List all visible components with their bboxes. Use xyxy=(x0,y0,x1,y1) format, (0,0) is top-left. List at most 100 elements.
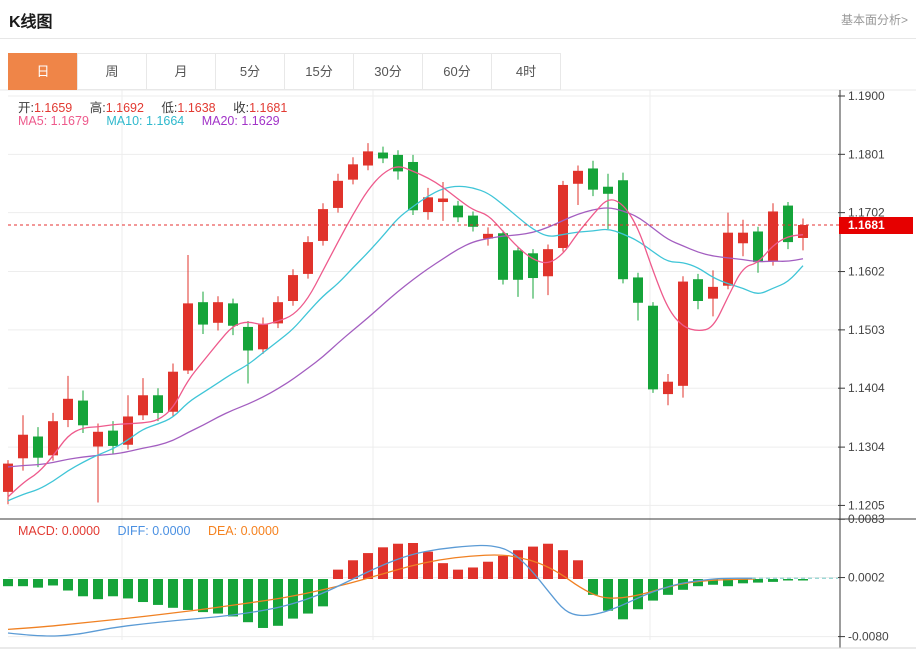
macd-bar-positive xyxy=(483,561,493,579)
macd-bar-negative xyxy=(753,579,763,583)
candle-up xyxy=(273,302,283,324)
macd-bar-positive xyxy=(423,551,433,579)
current-price-badge: 1.1681 xyxy=(839,217,913,234)
macd-bar-negative xyxy=(708,579,718,585)
candle-down xyxy=(108,430,118,446)
macd-bar-positive xyxy=(393,543,403,579)
tab-m60[interactable]: 60分 xyxy=(422,53,492,90)
candle-up xyxy=(348,164,358,180)
macd-bar-negative xyxy=(48,579,58,586)
diff-value: 0.0000 xyxy=(152,524,191,538)
ma10-value: 1.1664 xyxy=(146,114,185,128)
macd-label: MACD: xyxy=(18,524,59,538)
candle-up xyxy=(138,395,148,416)
ma-readout: MA5: 1.1679 MA10: 1.1664 MA20: 1.1629 xyxy=(18,114,294,128)
macd-bar-positive xyxy=(498,555,508,579)
candle-down xyxy=(243,326,253,351)
candle-up xyxy=(183,303,193,371)
macd-bar-positive xyxy=(378,547,388,579)
macd-bar-negative xyxy=(693,579,703,587)
macd-value: 0.0000 xyxy=(61,524,100,538)
candle-down xyxy=(468,215,478,227)
macd-readout: MACD: 0.0000 DIFF: 0.0000 DEA: 0.0000 xyxy=(18,524,293,538)
y-axis-label: 1.1900 xyxy=(848,89,885,103)
macd-bar-negative xyxy=(138,579,148,603)
macd-bar-negative xyxy=(243,579,253,623)
macd-bar-negative xyxy=(288,579,298,619)
header-divider xyxy=(0,38,916,39)
macd-bar-negative xyxy=(258,579,268,628)
macd-bar-positive xyxy=(348,560,358,579)
ma20-label: MA20: xyxy=(201,114,238,128)
candle-up xyxy=(798,225,808,238)
candle-up xyxy=(48,421,58,456)
candle-down xyxy=(618,180,628,280)
candle-up xyxy=(663,381,673,395)
candle-up xyxy=(483,233,493,239)
candle-up xyxy=(63,398,73,421)
fundamental-analysis-link[interactable]: 基本面分析> xyxy=(840,13,908,27)
candle-down xyxy=(753,231,763,263)
candle-down xyxy=(603,186,613,194)
ma10-label: MA10: xyxy=(106,114,143,128)
macd-bar-negative xyxy=(588,579,598,595)
candle-up xyxy=(423,197,433,213)
macd-bar-negative xyxy=(78,579,88,597)
macd-bar-negative xyxy=(153,579,163,605)
candle-down xyxy=(78,400,88,426)
tab-day[interactable]: 日 xyxy=(8,53,78,90)
high-value: 1.1692 xyxy=(105,101,144,115)
macd-bar-negative xyxy=(723,579,733,587)
tab-m5[interactable]: 5分 xyxy=(215,53,285,90)
close-label: 收: xyxy=(233,101,250,115)
macd-bar-negative xyxy=(213,579,223,614)
tab-month[interactable]: 月 xyxy=(146,53,216,90)
macd-bar-negative xyxy=(738,579,748,584)
y-axis-label: 1.1801 xyxy=(848,147,885,161)
macd-bar-positive xyxy=(408,543,418,579)
macd-bar-positive xyxy=(558,550,568,579)
macd-bar-positive xyxy=(513,550,523,579)
candle-down xyxy=(228,303,238,326)
ma20-value: 1.1629 xyxy=(241,114,280,128)
y-axis-label: 0.0002 xyxy=(848,571,885,585)
candle-down xyxy=(783,205,793,243)
candle-down xyxy=(378,152,388,159)
diff-label: DIFF: xyxy=(117,524,149,538)
candle-down xyxy=(498,233,508,280)
macd-bar-negative xyxy=(768,579,778,582)
macd-bar-negative xyxy=(798,579,808,581)
candle-down xyxy=(33,436,43,458)
macd-bar-negative xyxy=(603,579,613,611)
candle-down xyxy=(198,302,208,325)
tab-h4[interactable]: 4时 xyxy=(491,53,561,90)
macd-bar-positive xyxy=(573,560,583,579)
macd-bar-negative xyxy=(33,579,43,588)
macd-bar-negative xyxy=(648,579,658,601)
ma5-value: 1.1679 xyxy=(50,114,89,128)
tab-m15[interactable]: 15分 xyxy=(284,53,354,90)
high-label: 高: xyxy=(89,101,106,115)
macd-bar-negative xyxy=(303,579,313,614)
open-value: 1.1659 xyxy=(33,101,73,115)
page-title: K线图 xyxy=(9,14,53,31)
y-axis-label: 1.1304 xyxy=(848,440,885,454)
macd-bar-negative xyxy=(168,579,178,608)
dea-label: DEA: xyxy=(207,524,238,538)
low-label: 低: xyxy=(161,101,178,115)
candle-up xyxy=(303,242,313,274)
close-value: 1.1681 xyxy=(249,101,288,115)
macd-bar-negative xyxy=(123,579,133,599)
macd-bar-negative xyxy=(63,579,73,591)
y-axis-label: 1.1602 xyxy=(848,265,885,279)
candle-up xyxy=(3,463,13,492)
tab-m30[interactable]: 30分 xyxy=(353,53,423,90)
y-axis-label: 1.1404 xyxy=(848,381,885,395)
interval-tabbar: 日周月 5分 15分 30分 60分 4时 xyxy=(8,53,561,90)
macd-bar-negative xyxy=(633,579,643,610)
macd-bar-negative xyxy=(108,579,118,597)
tab-week[interactable]: 周 xyxy=(77,53,147,90)
low-value: 1.1638 xyxy=(177,101,216,115)
candle-up xyxy=(768,211,778,261)
